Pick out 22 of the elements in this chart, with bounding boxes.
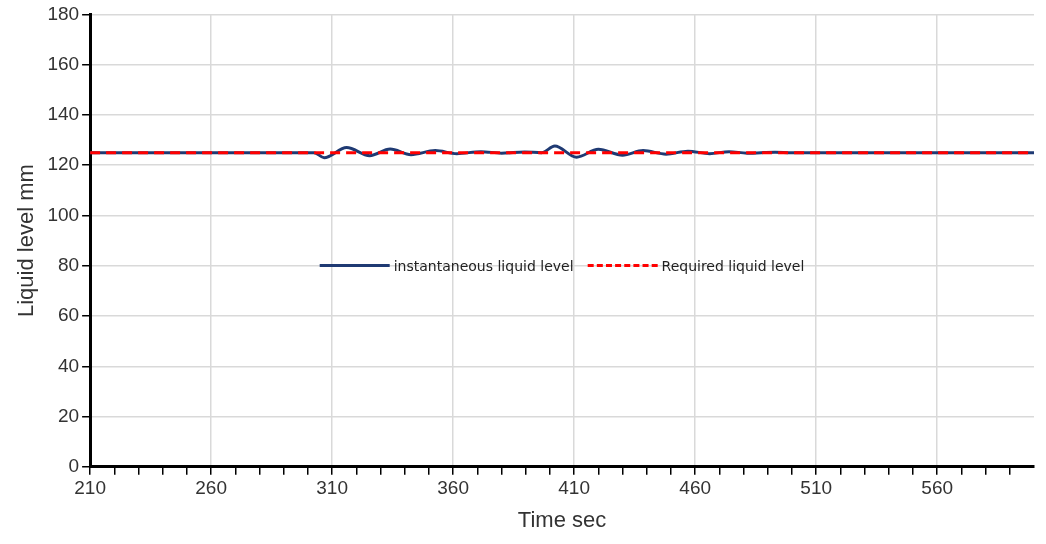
y-tick-label: 160 (47, 52, 80, 74)
x-tick-label: 410 (558, 477, 590, 499)
x-axis-title: Time sec (517, 506, 607, 532)
y-tick-label: 100 (47, 203, 80, 225)
y-tick-label: 0 (68, 455, 80, 477)
y-axis-title: Liquid level mm (13, 164, 39, 318)
x-tick-label: 460 (679, 477, 712, 499)
y-tick-label: 180 (47, 2, 80, 24)
legend-label: instantaneous liquid level (393, 257, 574, 274)
y-tick-label: 20 (57, 404, 80, 426)
y-tick-label: 80 (57, 253, 80, 275)
x-tick-label: 510 (800, 477, 833, 499)
y-tick-label: 120 (47, 153, 80, 175)
y-tick-label: 60 (57, 304, 80, 326)
x-tick-label: 360 (437, 477, 469, 499)
x-tick-label: 210 (74, 477, 106, 499)
x-tick-label: 560 (921, 477, 954, 499)
x-tick-label: 310 (316, 477, 348, 499)
legend-label: Required liquid level (661, 257, 805, 274)
y-tick-label: 40 (57, 354, 80, 376)
x-tick-label: 260 (195, 477, 227, 499)
y-tick-label: 140 (47, 103, 80, 125)
